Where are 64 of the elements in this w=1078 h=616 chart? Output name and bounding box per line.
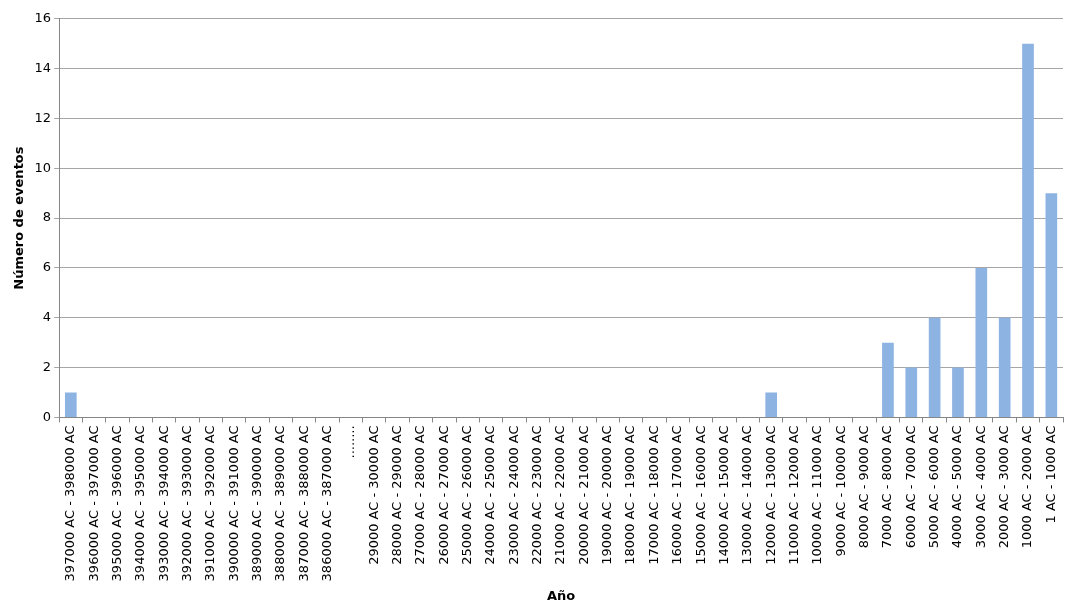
x-tick-label: 24000 AC - 25000 AC [482, 425, 498, 565]
bar [882, 342, 894, 417]
bar [1022, 43, 1034, 417]
y-tick-label: 4 [42, 309, 52, 325]
y-tick-label: 12 [34, 109, 52, 125]
x-tick-label: 390000 AC - 391000 AC [225, 425, 241, 582]
x-tick-label: 396000 AC - 397000 AC [85, 425, 101, 582]
x-tick-label: 11000 AC - 12000 AC [785, 425, 801, 565]
x-tick-label: 4000 AC - 5000 AC [949, 425, 965, 549]
y-tick-label: 8 [42, 209, 52, 225]
bar [905, 367, 918, 417]
x-tick-label: 27000 AC - 28000 AC [412, 425, 428, 565]
x-tick-label: 25000 AC - 26000 AC [459, 425, 475, 565]
x-tick-label: 15000 AC - 16000 AC [692, 425, 708, 565]
x-tick-label: 394000 AC - 395000 AC [132, 425, 148, 582]
x-tick-label: 20000 AC - 21000 AC [575, 425, 591, 565]
x-tick-label: 1000 AC - 2000 AC [1019, 425, 1035, 549]
y-tick-label: 0 [42, 408, 52, 424]
x-tick-label: 388000 AC - 389000 AC [272, 425, 288, 582]
x-tick-label: 29000 AC - 30000 AC [365, 425, 381, 565]
y-axis-title: Número de eventos [11, 146, 27, 290]
x-tick-label: 395000 AC - 396000 AC [108, 425, 124, 582]
x-tick-label: 17000 AC - 18000 AC [645, 425, 661, 565]
x-tick-label: 21000 AC - 22000 AC [552, 425, 568, 565]
y-tick-label: 14 [34, 60, 52, 76]
x-tick-label: 7000 AC - 8000 AC [879, 425, 895, 549]
x-tick-label: 387000 AC - 388000 AC [295, 425, 311, 582]
x-tick-label: 22000 AC - 23000 AC [529, 425, 545, 565]
x-tick-label: 397000 AC - 398000 AC [62, 425, 78, 582]
y-tick-label: 16 [34, 10, 52, 26]
bar [952, 367, 964, 417]
y-tick-label: 10 [34, 159, 52, 175]
x-tick-label: 10000 AC - 11000 AC [809, 425, 825, 565]
bar [998, 317, 1011, 417]
x-tick-label: 1 AC - 1000 AC [1042, 425, 1058, 524]
bar [975, 267, 988, 417]
x-tick-label: 393000 AC - 394000 AC [155, 425, 171, 582]
y-tick-label: 2 [42, 358, 52, 374]
x-tick-label: 16000 AC - 17000 AC [669, 425, 685, 565]
x-tick-label: 28000 AC - 29000 AC [389, 425, 405, 565]
x-tick-label: 392000 AC - 393000 AC [178, 425, 194, 582]
x-tick-label: 9000 AC - 10000 AC [832, 425, 848, 557]
x-tick-label: 5000 AC - 6000 AC [926, 425, 941, 549]
x-tick-label: 12000 AC - 13000 AC [762, 425, 778, 565]
x-tick-label: 6000 AC - 7000 AC [902, 425, 918, 549]
x-tick-label: 18000 AC - 19000 AC [622, 425, 638, 565]
x-axis-title: Año [546, 587, 576, 603]
bar [765, 392, 778, 417]
x-tick-label: 391000 AC - 392000 AC [202, 425, 218, 582]
x-tick-label: 386000 AC - 387000 AC [319, 425, 334, 582]
y-tick-label: 6 [42, 259, 52, 275]
x-tick-label: 14000 AC - 15000 AC [715, 425, 731, 565]
x-tick-label: 8000 AC - 9000 AC [855, 425, 871, 549]
x-tick-label: 23000 AC - 24000 AC [505, 425, 521, 565]
bar [928, 317, 941, 417]
bar [64, 392, 77, 417]
x-tick-label: 2000 AC - 3000 AC [996, 425, 1012, 549]
x-tick-label: 26000 AC - 27000 AC [435, 425, 451, 565]
x-tick-label: 13000 AC - 14000 AC [739, 425, 755, 565]
bar [1045, 193, 1058, 417]
x-tick-label: 389000 AC - 390000 AC [248, 425, 264, 582]
x-tick-label: ........ [342, 425, 358, 459]
x-tick-label: 3000 AC - 4000 AC [972, 425, 988, 549]
x-tick-label: 19000 AC - 20000 AC [599, 425, 615, 565]
